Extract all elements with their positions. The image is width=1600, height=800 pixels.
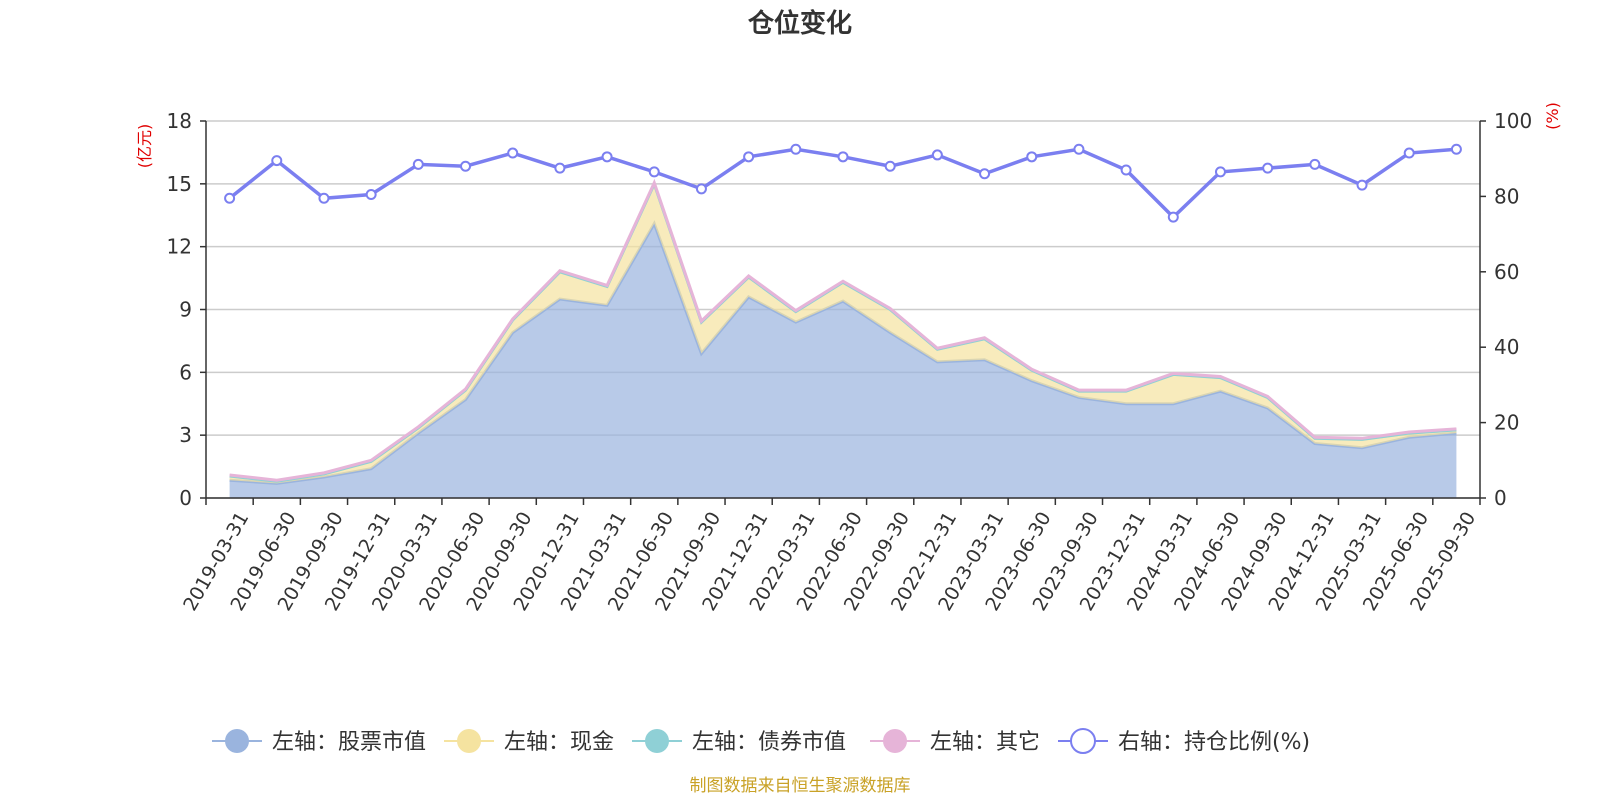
- left-tick-label: 9: [179, 298, 192, 322]
- ratio-point: [1309, 158, 1321, 170]
- right-tick-label: 100: [1494, 109, 1532, 133]
- legend-item: 右轴：持仓比例(%): [1058, 728, 1310, 755]
- holding-ratio-line: [224, 143, 1462, 223]
- area-edge-左轴：其它: [229, 178, 1457, 482]
- legend-marker: [457, 729, 481, 753]
- ratio-point: [1120, 164, 1132, 176]
- left-axis-unit: (亿元): [135, 124, 154, 169]
- ratio-point: [1167, 211, 1179, 223]
- left-tick-label: 3: [179, 423, 192, 447]
- ratio-point: [931, 149, 943, 161]
- ratio-point: [412, 158, 424, 170]
- right-tick-label: 40: [1494, 335, 1519, 359]
- ratio-point: [271, 155, 283, 167]
- legend-marker: [645, 729, 669, 753]
- ratio-point: [790, 143, 802, 155]
- legend-marker: [225, 729, 249, 753]
- ratio-point: [1262, 162, 1274, 174]
- right-tick-label: 80: [1494, 184, 1519, 208]
- right-axis-unit: (%): [1543, 102, 1562, 130]
- ratio-point: [1026, 151, 1038, 163]
- legend: 左轴：股票市值 左轴：现金 左轴：债券市值 左轴：其它 右轴：持仓比例(%): [212, 728, 1310, 755]
- right-tick-label: 20: [1494, 411, 1519, 435]
- ratio-point: [648, 166, 660, 178]
- legend-item: 左轴：股票市值: [212, 729, 426, 755]
- ratio-point: [743, 151, 755, 163]
- left-tick-label: 6: [179, 360, 192, 384]
- legend-label: 左轴：股票市值: [272, 730, 426, 755]
- ratio-point: [695, 183, 707, 195]
- ratio-point: [507, 147, 519, 159]
- right-tick-label: 0: [1494, 486, 1507, 510]
- area-series: [229, 178, 1457, 498]
- left-tick-label: 0: [179, 486, 192, 510]
- legend-item: 左轴：债券市值: [632, 729, 846, 755]
- ratio-point: [1073, 143, 1085, 155]
- ratio-point: [1356, 179, 1368, 191]
- left-tick-label: 15: [167, 172, 192, 196]
- left-tick-label: 12: [167, 235, 192, 259]
- legend-item: 左轴：其它: [870, 729, 1040, 755]
- legend-label: 左轴：现金: [504, 730, 614, 755]
- right-tick-label: 60: [1494, 260, 1519, 284]
- legend-marker: [883, 729, 907, 753]
- ratio-point: [1403, 147, 1415, 159]
- legend-label: 右轴：持仓比例(%): [1118, 730, 1310, 755]
- left-tick-label: 18: [167, 109, 192, 133]
- legend-marker: [1070, 728, 1096, 754]
- data-source-note: 制图数据来自恒生聚源数据库: [690, 776, 911, 796]
- chart-title: 仓位变化: [747, 8, 852, 39]
- ratio-point: [1450, 143, 1462, 155]
- legend-label: 左轴：其它: [930, 730, 1040, 755]
- ratio-point: [365, 189, 377, 201]
- ratio-point: [979, 168, 991, 180]
- ratio-point: [224, 192, 236, 204]
- legend-label: 左轴：债券市值: [692, 730, 846, 755]
- area-左轴：股票市值: [229, 223, 1457, 498]
- ratio-point: [318, 192, 330, 204]
- ratio-point: [1214, 166, 1226, 178]
- ratio-point: [554, 162, 566, 174]
- ratio-point: [884, 160, 896, 172]
- ratio-point: [837, 151, 849, 163]
- ratio-point: [460, 160, 472, 172]
- legend-item: 左轴：现金: [444, 729, 614, 755]
- ratio-point: [601, 151, 613, 163]
